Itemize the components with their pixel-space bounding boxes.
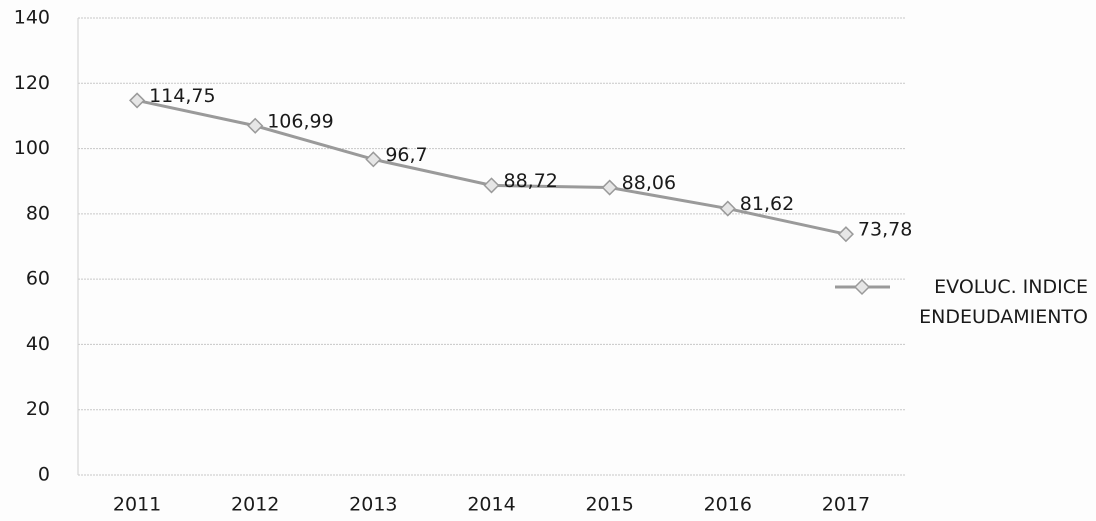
x-tick-label: 2014 — [467, 494, 515, 516]
marker — [837, 226, 854, 243]
data-label: 88,06 — [622, 172, 676, 194]
marker — [483, 177, 500, 194]
y-tick-label: 80 — [26, 202, 50, 224]
marker — [719, 200, 736, 217]
legend-label: EVOLUC. INDICE ENDEUDAMIENTO — [919, 276, 1088, 328]
y-tick-label: 120 — [14, 72, 50, 94]
x-tick-label: 2012 — [231, 494, 279, 516]
data-label: 81,62 — [740, 193, 794, 215]
data-label: 96,7 — [385, 144, 427, 166]
data-label: 73,78 — [858, 219, 912, 241]
marker — [129, 92, 146, 109]
y-tick-label: 40 — [26, 333, 50, 355]
x-tick-label: 2013 — [349, 494, 397, 516]
y-tick-label: 100 — [14, 137, 50, 159]
x-tick-label: 2016 — [704, 494, 752, 516]
data-label: 88,72 — [504, 170, 558, 192]
x-tick-label: 2015 — [585, 494, 633, 516]
y-tick-label: 20 — [26, 398, 50, 420]
marker — [365, 151, 382, 168]
data-label: 106,99 — [267, 110, 333, 132]
x-tick-label: 2011 — [113, 494, 161, 516]
data-label: 114,75 — [149, 85, 215, 107]
x-tick-label: 2017 — [822, 494, 870, 516]
legend-marker — [853, 278, 871, 296]
y-tick-label: 60 — [26, 268, 50, 290]
marker — [247, 117, 264, 134]
marker — [601, 179, 618, 196]
y-tick-label: 140 — [14, 7, 50, 29]
y-tick-label: 0 — [38, 464, 50, 486]
